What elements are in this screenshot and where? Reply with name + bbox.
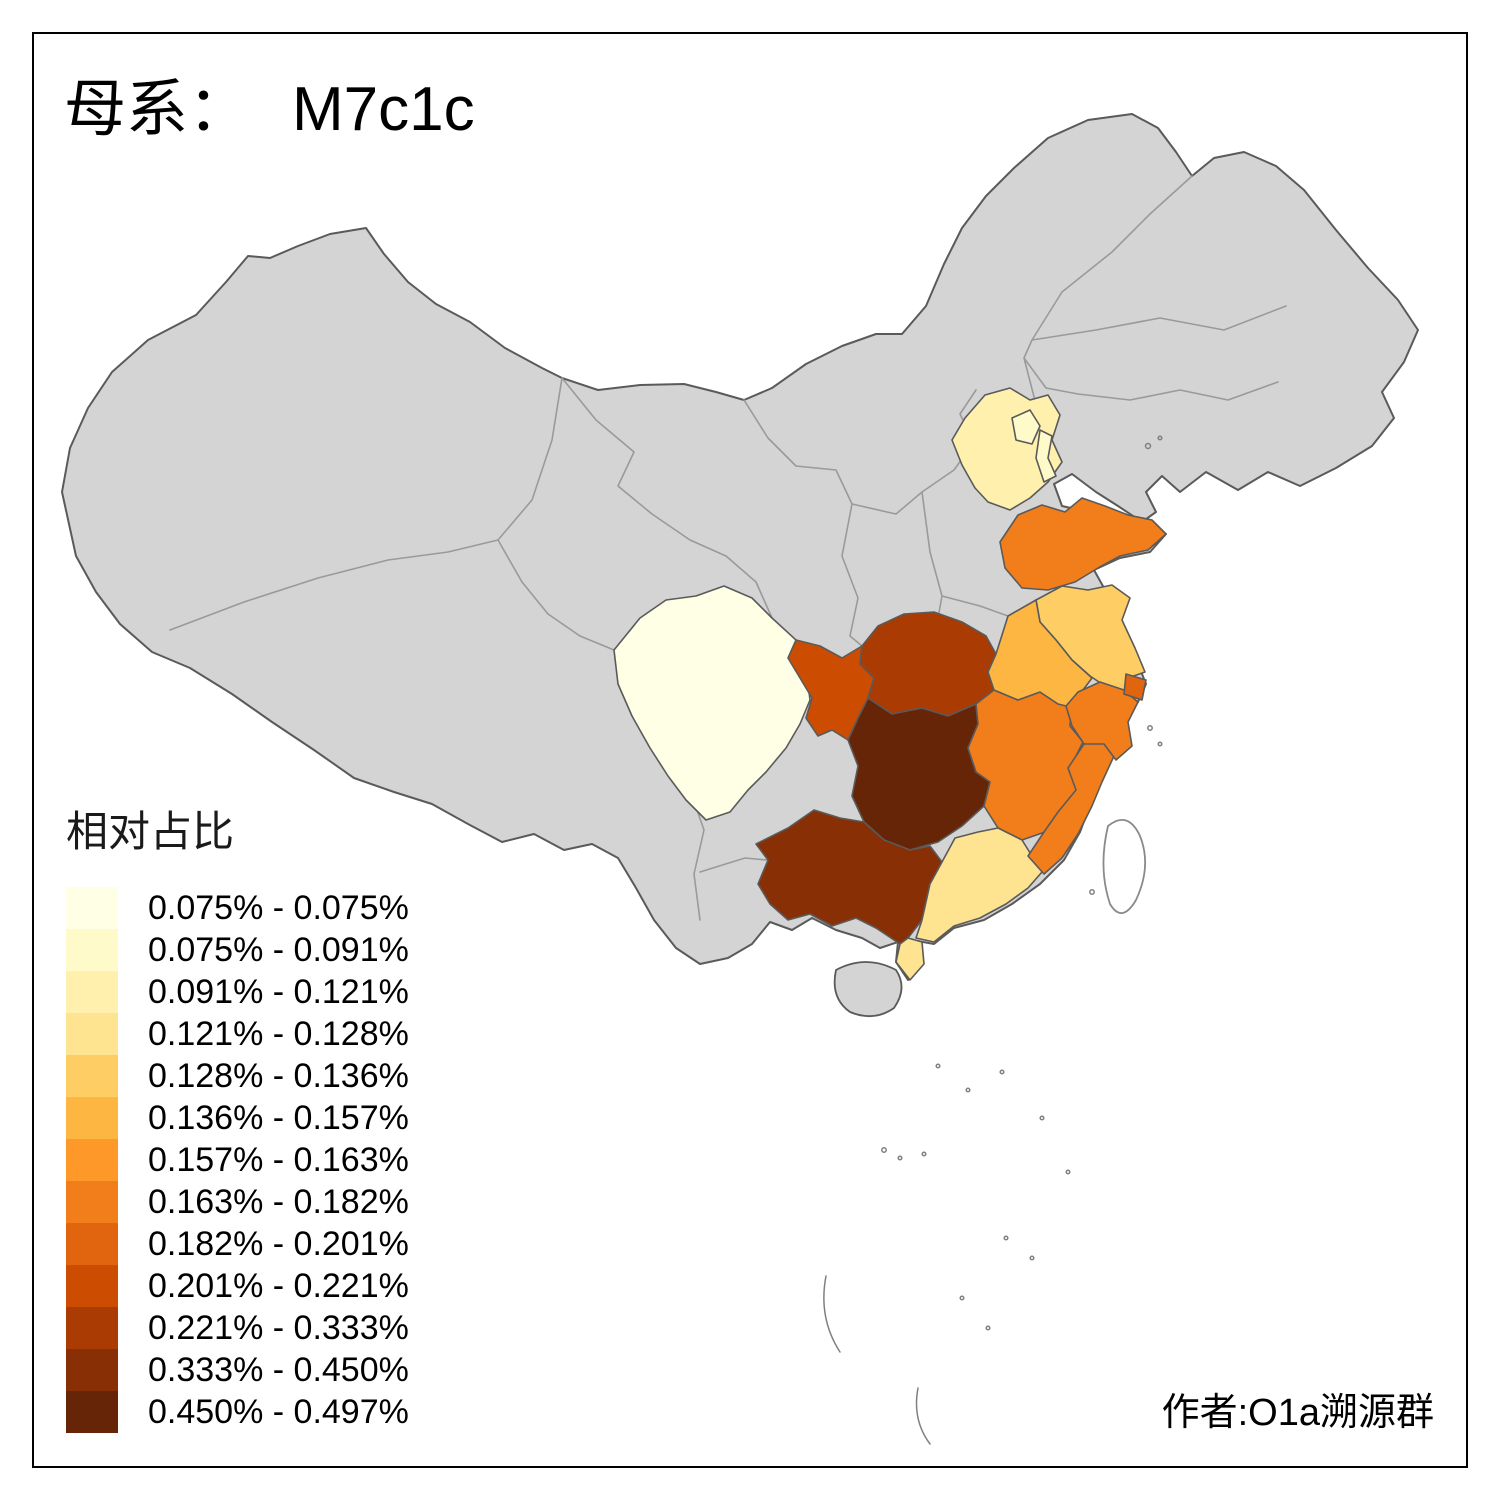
province-hunan — [847, 697, 991, 851]
legend-bin-label: 0.091% - 0.121% — [148, 972, 409, 1011]
legend-bin-label: 0.128% - 0.136% — [148, 1056, 409, 1095]
legend-color-swatch — [66, 1097, 118, 1139]
province-shandong — [999, 497, 1167, 591]
legend-color-swatch — [66, 887, 118, 929]
legend-row: 0.182% - 0.201% — [66, 1223, 409, 1265]
legend-row: 0.075% - 0.091% — [66, 929, 409, 971]
legend-color-swatch — [66, 929, 118, 971]
taiwan-island — [1102, 819, 1147, 914]
legend-row: 0.075% - 0.075% — [66, 887, 409, 929]
legend-row: 0.450% - 0.497% — [66, 1391, 409, 1433]
sea-islands — [823, 435, 1163, 1445]
legend-title: 相对占比 — [66, 808, 235, 855]
legend-bin-label: 0.163% - 0.182% — [148, 1182, 409, 1221]
legend-row: 0.157% - 0.163% — [66, 1139, 409, 1181]
legend-bin-label: 0.157% - 0.163% — [148, 1140, 409, 1179]
legend-bin-label: 0.450% - 0.497% — [148, 1392, 409, 1431]
province-zhejiang — [1065, 681, 1139, 761]
hainan-island — [833, 961, 903, 1018]
legend-row: 0.091% - 0.121% — [66, 971, 409, 1013]
legend: 相对占比 0.075% - 0.075% 0.075% - 0.091% 0.0… — [66, 798, 409, 1433]
legend-row: 0.128% - 0.136% — [66, 1055, 409, 1097]
legend-color-swatch — [66, 1265, 118, 1307]
plot-border-frame — [32, 32, 1468, 1468]
page-title: 母系： M7c1c — [64, 58, 475, 148]
haplogroup-name: M7c1c — [292, 75, 475, 144]
legend-color-swatch — [66, 1181, 118, 1223]
province-sichuan — [613, 585, 811, 821]
legend-bin-label: 0.075% - 0.075% — [148, 888, 409, 927]
legend-row: 0.163% - 0.182% — [66, 1181, 409, 1223]
author-credit: 作者:O1a溯源群 — [1161, 1392, 1434, 1434]
legend-row: 0.136% - 0.157% — [66, 1097, 409, 1139]
legend-color-swatch — [66, 1307, 118, 1349]
legend-bin-label: 0.075% - 0.091% — [148, 930, 409, 969]
legend-color-swatch — [66, 1391, 118, 1433]
legend-color-swatch — [66, 1349, 118, 1391]
province-guangdong — [915, 827, 1043, 943]
legend-bin-label: 0.333% - 0.450% — [148, 1350, 409, 1389]
legend-bin-label: 0.182% - 0.201% — [148, 1224, 409, 1263]
province-beijing — [1011, 409, 1041, 445]
legend-color-swatch — [66, 1223, 118, 1265]
province-tianjin — [1035, 429, 1057, 483]
legend-bin-label: 0.221% - 0.333% — [148, 1308, 409, 1347]
legend-bin-label: 0.121% - 0.128% — [148, 1014, 409, 1053]
legend-rows: 0.075% - 0.075% 0.075% - 0.091% 0.091% -… — [66, 887, 409, 1433]
province-guangdong-leizhou — [895, 937, 925, 981]
legend-color-swatch — [66, 1139, 118, 1181]
legend-row: 0.121% - 0.128% — [66, 1013, 409, 1055]
legend-color-swatch — [66, 1055, 118, 1097]
legend-row: 0.333% - 0.450% — [66, 1349, 409, 1391]
legend-row: 0.201% - 0.221% — [66, 1265, 409, 1307]
legend-bin-label: 0.136% - 0.157% — [148, 1098, 409, 1137]
title-prefix: 母系： — [64, 75, 251, 144]
legend-color-swatch — [66, 971, 118, 1013]
legend-bin-label: 0.201% - 0.221% — [148, 1266, 409, 1305]
province-fujian — [1027, 739, 1115, 875]
province-shanghai — [1123, 673, 1147, 701]
legend-row: 0.221% - 0.333% — [66, 1307, 409, 1349]
legend-color-swatch — [66, 1013, 118, 1055]
